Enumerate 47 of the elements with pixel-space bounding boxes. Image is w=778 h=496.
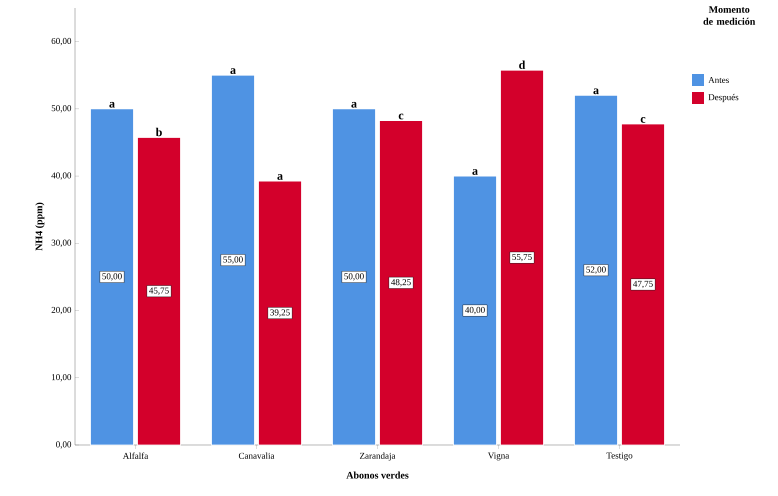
legend-label: Antes (708, 76, 729, 84)
annotation: a (230, 68, 236, 74)
bar (379, 120, 423, 446)
data-label: 55,00 (223, 256, 243, 264)
bar (500, 70, 544, 446)
annotation: d (519, 60, 526, 69)
x-tick-label: Zarandaja (360, 452, 396, 461)
data-label: 52,00 (586, 266, 606, 274)
annotation: b (156, 128, 162, 136)
annotation: a (472, 169, 478, 175)
bar (332, 108, 376, 446)
data-label: 39,25 (270, 309, 290, 317)
data-label: 55,75 (512, 254, 532, 262)
annotation: a (109, 102, 115, 108)
data-label: 48,25 (391, 279, 411, 286)
y-tick-label: 20,00 (52, 306, 72, 314)
annotation: a (593, 88, 599, 94)
bar (258, 180, 302, 446)
data-label: 45,75 (149, 288, 169, 295)
y-axis-title: NH4 (ppm) (35, 202, 44, 251)
legend-label: Después (708, 94, 738, 102)
y-tick-label: 60,00 (52, 38, 72, 46)
x-tick-label: Vigna (488, 452, 510, 460)
data-label: 47,75 (633, 280, 653, 288)
y-tick-label: 40,00 (51, 172, 72, 180)
bar (621, 124, 665, 446)
data-label: 40,00 (465, 306, 485, 314)
annotation: a (277, 174, 283, 180)
x-axis-title: Abonos verdes (346, 472, 409, 479)
annotation: c (640, 117, 646, 123)
x-tick-label: Testigo (606, 452, 632, 460)
x-tick-label: Canavalia (238, 452, 274, 459)
x-tick-label: Alfalfa (122, 452, 148, 459)
y-tick-label: 30,00 (52, 240, 72, 247)
bar (137, 137, 181, 446)
annotation: a (351, 102, 357, 108)
data-label: 50,00 (102, 273, 122, 281)
y-tick-label: 0,00 (56, 441, 72, 449)
annotation: c (398, 114, 404, 120)
bar (574, 95, 618, 446)
y-tick-label: 50,00 (52, 105, 72, 113)
bar (211, 74, 255, 446)
data-label: 50,00 (344, 273, 364, 281)
bar (90, 108, 134, 446)
legend-title: Momento de medición (704, 6, 756, 25)
bar (453, 176, 497, 446)
y-tick-label: 10,00 (52, 374, 72, 382)
